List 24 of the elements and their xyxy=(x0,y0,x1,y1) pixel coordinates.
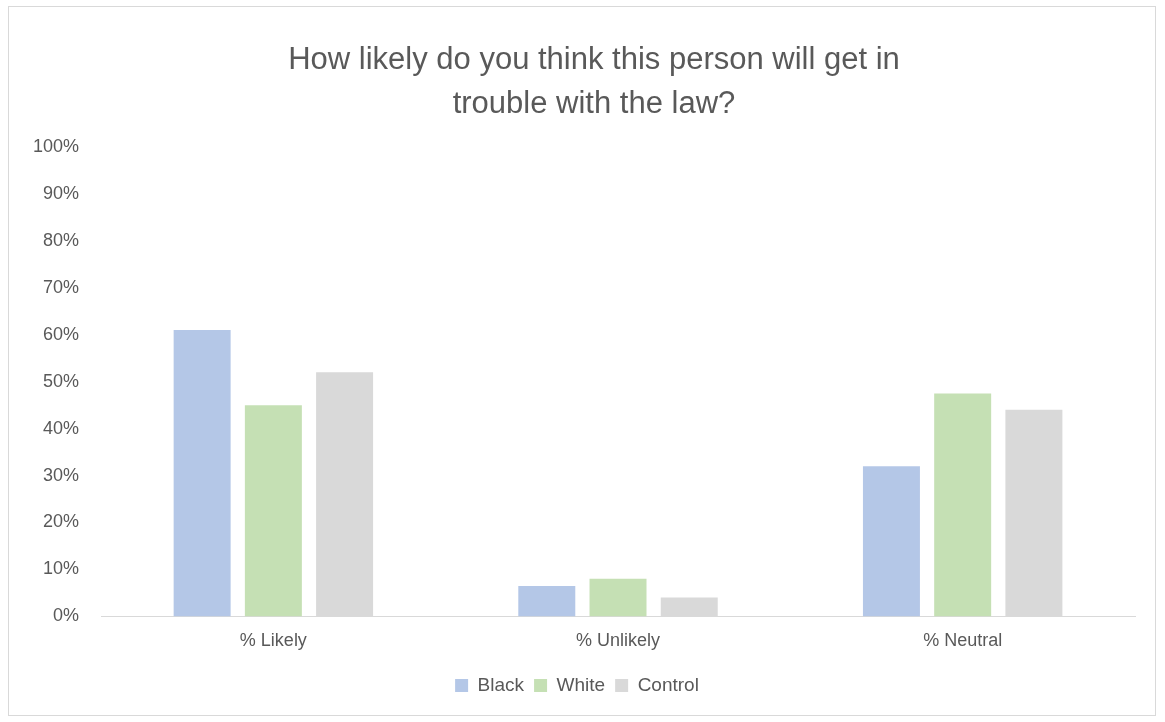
x-tick-label: % Neutral xyxy=(923,630,1003,651)
legend-label: Black xyxy=(477,673,525,695)
chart-title: How likely do you think this person will get in trouble with the law? xyxy=(287,40,901,122)
bar xyxy=(934,393,992,617)
y-tick-label: 80% xyxy=(43,229,80,250)
y-tick-label: 90% xyxy=(43,182,80,203)
y-tick-label: 100% xyxy=(32,135,80,156)
legend-label: Control xyxy=(637,673,699,695)
y-tick-label: 10% xyxy=(43,558,80,579)
x-tick-label: % Unlikely xyxy=(576,630,661,651)
y-tick-label: 50% xyxy=(43,370,80,391)
y-tick-label: 30% xyxy=(43,464,80,485)
y-tick-label: 20% xyxy=(43,511,80,532)
y-tick-label: 60% xyxy=(43,323,80,344)
bar xyxy=(244,405,302,617)
bar xyxy=(173,330,231,617)
bar xyxy=(518,585,576,617)
y-tick-label: 70% xyxy=(43,276,80,297)
legend-label: White xyxy=(556,673,606,695)
bar xyxy=(862,466,920,617)
y-tick-label: 40% xyxy=(43,417,80,438)
x-tick-label: % Likely xyxy=(239,630,307,651)
bar xyxy=(589,578,647,617)
y-tick-label: 0% xyxy=(53,605,80,626)
